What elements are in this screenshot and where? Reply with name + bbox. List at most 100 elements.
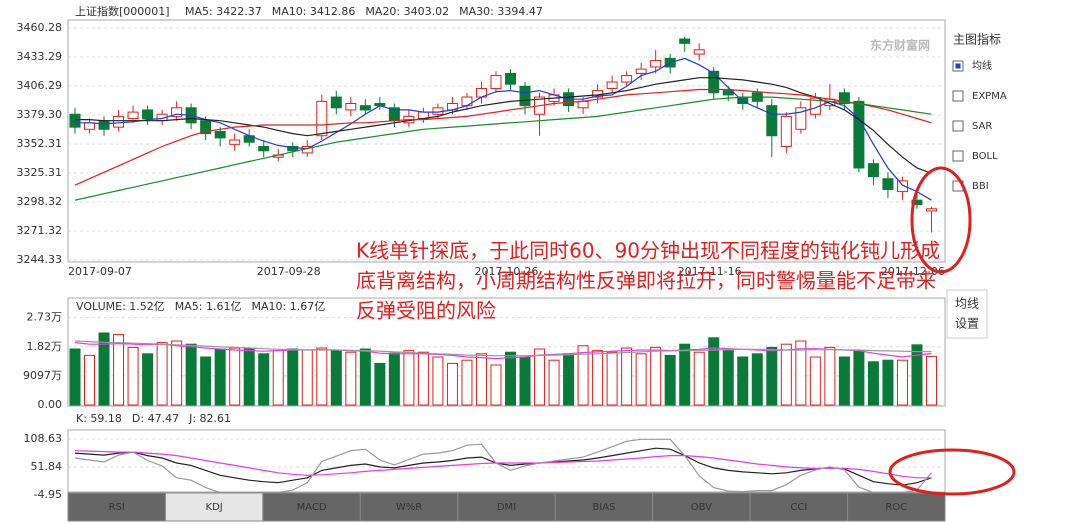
candle-body	[330, 96, 342, 109]
button-label: 均线	[955, 297, 979, 311]
volume-panel	[67, 297, 946, 407]
indicator-line	[74, 447, 932, 486]
candle-body	[795, 107, 807, 130]
indicator-line	[74, 438, 932, 494]
candle-body	[519, 85, 531, 107]
sidebar-title: 主图指标	[953, 32, 1001, 47]
volume-bar	[214, 348, 226, 406]
tab-label: DMI	[497, 502, 516, 513]
price-panel	[67, 19, 946, 263]
volume-bar	[824, 346, 836, 406]
candle-body	[171, 107, 183, 117]
volume-bar	[475, 353, 487, 406]
volume-bar	[156, 342, 168, 406]
candle-body	[780, 115, 792, 147]
volume-bar	[838, 356, 850, 406]
volume-bar	[505, 351, 516, 406]
indicator-line	[74, 340, 932, 357]
tab-label: BIAS	[592, 502, 615, 513]
candle-body	[708, 70, 720, 94]
candle-body	[679, 38, 691, 44]
candle-body	[69, 113, 81, 128]
x-tick-label: 2017-09-28	[257, 265, 321, 278]
indicator-option: BOLL	[972, 151, 998, 162]
checkbox[interactable]	[952, 150, 964, 162]
candle-body	[853, 100, 865, 169]
indicator-option: SAR	[972, 121, 992, 132]
indicator-line	[75, 57, 932, 201]
volume-bar	[693, 351, 705, 406]
ma-legend: MA5: 3422.37	[185, 5, 262, 18]
candle-body	[838, 92, 850, 105]
volume-bar	[345, 351, 357, 406]
volume-bar	[69, 348, 81, 406]
symbol: 上证指数[000001]	[75, 4, 170, 18]
ma-legend: MA10: 3412.86	[272, 5, 356, 18]
volume-bar	[809, 356, 821, 406]
indicator-line	[74, 88, 932, 186]
indicator-tab[interactable]	[67, 492, 166, 522]
ma-legend: MA30: 3394.47	[459, 5, 543, 18]
volume-bar	[113, 334, 125, 406]
tab-label: RSI	[109, 502, 125, 513]
indicator-tab[interactable]	[554, 492, 654, 522]
candle-body	[882, 178, 894, 190]
indicator-legend: D: 47.47	[132, 412, 179, 425]
indicator-tab[interactable]	[359, 492, 459, 522]
candle-body	[113, 115, 125, 128]
volume-bar	[490, 364, 502, 406]
annotation: 底背离结构，小周期结构性反弹即将拉开，同时警惕量能不足带来	[356, 269, 936, 293]
candle-body	[635, 68, 647, 74]
volume-bar	[853, 350, 865, 406]
volume-bar	[272, 350, 284, 406]
candle-body	[461, 96, 473, 107]
volume-bar	[142, 353, 154, 406]
tab-label: MACD	[297, 502, 327, 513]
candle-body	[621, 75, 633, 83]
volume-bar	[751, 353, 763, 406]
candle-body	[359, 105, 371, 111]
x-tick-label: 2017-11-16	[678, 265, 742, 278]
y-tick-label: 9097万	[23, 369, 62, 382]
volume-bar	[229, 347, 241, 406]
candle-body	[896, 180, 908, 193]
ma-legend: MA20: 3403.02	[365, 5, 449, 18]
volume-bar	[519, 356, 531, 406]
y-tick-label: 3433.29	[17, 50, 63, 63]
tab-label: KDJ	[206, 502, 223, 513]
y-tick-label: 3352.31	[17, 137, 63, 150]
checkbox[interactable]	[952, 120, 964, 132]
y-tick-label: 108.63	[24, 432, 63, 445]
indicator-tab[interactable]	[164, 492, 264, 522]
indicator-tab[interactable]	[457, 492, 556, 522]
indicator-tab[interactable]	[652, 492, 751, 522]
indicator-tab[interactable]	[847, 492, 946, 522]
volume-bar	[708, 337, 720, 406]
highlight-circle	[888, 448, 1016, 496]
checkbox-tick	[955, 63, 961, 69]
candle-body	[98, 120, 110, 130]
tab-label: ROC	[885, 502, 907, 513]
ma-settings-button[interactable]	[946, 289, 988, 339]
volume-bar	[911, 344, 923, 406]
y-tick-label: 3460.28	[17, 21, 63, 34]
y-tick-label: 51.84	[31, 460, 63, 473]
candle-body	[505, 72, 516, 85]
volume-bar	[635, 353, 647, 406]
volume-bar	[374, 362, 386, 406]
tab-label: OBV	[691, 502, 712, 513]
volume-bar	[127, 346, 139, 406]
volume-bar	[577, 345, 589, 406]
y-tick-label: 3406.29	[17, 79, 63, 92]
candle-body	[316, 100, 328, 137]
volume-bar	[432, 356, 444, 406]
indicator-line	[74, 96, 932, 201]
volume-bar	[606, 351, 618, 406]
checkbox[interactable]	[952, 90, 964, 102]
y-tick-label: 3325.31	[17, 166, 63, 179]
volume-bar	[882, 359, 894, 406]
candle-body	[200, 120, 212, 135]
volume-bar	[316, 347, 328, 406]
volume-bar	[301, 349, 313, 406]
volume-bar	[388, 352, 400, 406]
